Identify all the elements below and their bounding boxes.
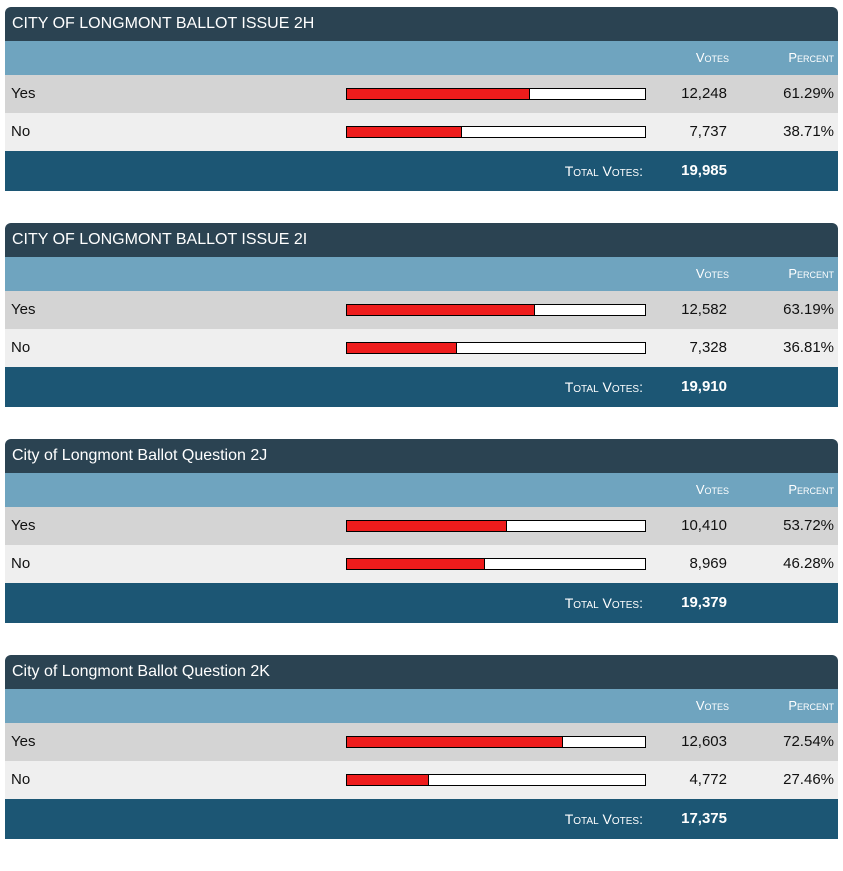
total-votes-value: 19,379 <box>681 594 727 611</box>
percent-column-header: Percent <box>788 266 834 281</box>
total-votes-label: Total Votes: <box>564 595 643 611</box>
table-header: Votes Percent <box>5 473 838 507</box>
option-row-yes: Yes 12,582 63.19% <box>5 291 838 329</box>
option-row-yes: Yes 12,603 72.54% <box>5 723 838 761</box>
option-percent: 36.81% <box>783 339 834 356</box>
result-bar <box>346 126 646 138</box>
race-title: CITY OF LONGMONT BALLOT ISSUE 2H <box>5 7 838 41</box>
race-card-2h: CITY OF LONGMONT BALLOT ISSUE 2H Votes P… <box>5 7 838 191</box>
result-bar <box>346 558 646 570</box>
result-bar-fill <box>347 127 463 137</box>
option-percent: 63.19% <box>783 301 834 318</box>
total-votes-label: Total Votes: <box>564 379 643 395</box>
result-bar-fill <box>347 775 429 785</box>
option-row-yes: Yes 10,410 53.72% <box>5 507 838 545</box>
option-votes: 12,582 <box>681 301 727 318</box>
option-name: Yes <box>11 733 36 750</box>
race-card-2j: City of Longmont Ballot Question 2J Vote… <box>5 439 838 623</box>
total-votes-label: Total Votes: <box>564 163 643 179</box>
option-row-no: No 7,737 38.71% <box>5 113 838 151</box>
results-container: CITY OF LONGMONT BALLOT ISSUE 2H Votes P… <box>5 7 838 871</box>
race-title: City of Longmont Ballot Question 2J <box>5 439 838 473</box>
option-votes: 8,969 <box>689 555 727 572</box>
percent-column-header: Percent <box>788 50 834 65</box>
result-bar-fill <box>347 89 530 99</box>
option-name: No <box>11 771 31 788</box>
result-bar <box>346 774 646 786</box>
result-bar <box>346 304 646 316</box>
result-bar <box>346 88 646 100</box>
percent-column-header: Percent <box>788 698 834 713</box>
option-percent: 72.54% <box>783 733 834 750</box>
race-card-2k: City of Longmont Ballot Question 2K Vote… <box>5 655 838 839</box>
total-votes-value: 17,375 <box>681 810 727 827</box>
option-row-no: No 4,772 27.46% <box>5 761 838 799</box>
option-votes: 4,772 <box>689 771 727 788</box>
option-percent: 61.29% <box>783 85 834 102</box>
total-votes-row: Total Votes: 17,375 <box>5 799 838 839</box>
option-row-no: No 7,328 36.81% <box>5 329 838 367</box>
option-votes: 12,603 <box>681 733 727 750</box>
total-votes-row: Total Votes: 19,910 <box>5 367 838 407</box>
option-row-no: No 8,969 46.28% <box>5 545 838 583</box>
result-bar-fill <box>347 559 485 569</box>
option-votes: 7,328 <box>689 339 727 356</box>
percent-column-header: Percent <box>788 482 834 497</box>
table-header: Votes Percent <box>5 257 838 291</box>
table-header: Votes Percent <box>5 41 838 75</box>
option-votes: 12,248 <box>681 85 727 102</box>
result-bar-fill <box>347 343 457 353</box>
votes-column-header: Votes <box>695 482 729 497</box>
option-percent: 38.71% <box>783 123 834 140</box>
votes-column-header: Votes <box>695 266 729 281</box>
votes-column-header: Votes <box>695 698 729 713</box>
option-name: Yes <box>11 85 36 102</box>
race-card-2i: CITY OF LONGMONT BALLOT ISSUE 2I Votes P… <box>5 223 838 407</box>
result-bar <box>346 520 646 532</box>
total-votes-row: Total Votes: 19,379 <box>5 583 838 623</box>
total-votes-value: 19,910 <box>681 378 727 395</box>
result-bar <box>346 342 646 354</box>
total-votes-value: 19,985 <box>681 162 727 179</box>
option-votes: 10,410 <box>681 517 727 534</box>
race-title: CITY OF LONGMONT BALLOT ISSUE 2I <box>5 223 838 257</box>
result-bar <box>346 736 646 748</box>
option-name: No <box>11 123 31 140</box>
option-votes: 7,737 <box>689 123 727 140</box>
option-name: Yes <box>11 301 36 318</box>
option-name: No <box>11 339 31 356</box>
votes-column-header: Votes <box>695 50 729 65</box>
option-percent: 27.46% <box>783 771 834 788</box>
race-title: City of Longmont Ballot Question 2K <box>5 655 838 689</box>
result-bar-fill <box>347 305 536 315</box>
result-bar-fill <box>347 737 564 747</box>
option-percent: 53.72% <box>783 517 834 534</box>
result-bar-fill <box>347 521 508 531</box>
table-header: Votes Percent <box>5 689 838 723</box>
total-votes-label: Total Votes: <box>564 811 643 827</box>
option-row-yes: Yes 12,248 61.29% <box>5 75 838 113</box>
option-name: No <box>11 555 31 572</box>
total-votes-row: Total Votes: 19,985 <box>5 151 838 191</box>
option-percent: 46.28% <box>783 555 834 572</box>
option-name: Yes <box>11 517 36 534</box>
